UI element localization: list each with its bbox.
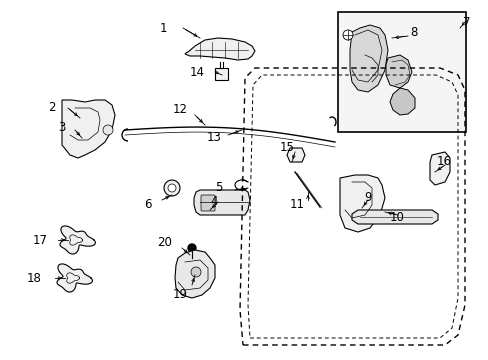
Circle shape bbox=[103, 125, 113, 135]
Polygon shape bbox=[57, 264, 92, 292]
Polygon shape bbox=[429, 152, 449, 185]
Polygon shape bbox=[175, 250, 215, 298]
Polygon shape bbox=[184, 38, 254, 60]
Polygon shape bbox=[351, 210, 437, 224]
Polygon shape bbox=[62, 100, 115, 158]
Circle shape bbox=[187, 244, 196, 252]
Text: 13: 13 bbox=[207, 131, 222, 144]
Polygon shape bbox=[60, 226, 95, 254]
Text: 17: 17 bbox=[33, 234, 48, 247]
Circle shape bbox=[168, 184, 176, 192]
Text: 20: 20 bbox=[157, 235, 172, 248]
Polygon shape bbox=[389, 88, 414, 115]
Text: 19: 19 bbox=[173, 288, 187, 301]
Text: 16: 16 bbox=[436, 156, 451, 168]
Text: 18: 18 bbox=[27, 271, 42, 284]
Circle shape bbox=[163, 180, 180, 196]
Bar bbox=[337, 12, 465, 132]
Polygon shape bbox=[194, 190, 249, 215]
Text: 5: 5 bbox=[214, 181, 222, 194]
Text: 14: 14 bbox=[190, 66, 204, 78]
Text: 2: 2 bbox=[48, 102, 56, 114]
Text: 7: 7 bbox=[463, 15, 470, 28]
Text: 6: 6 bbox=[144, 198, 152, 211]
Text: 4: 4 bbox=[210, 195, 218, 208]
Polygon shape bbox=[286, 148, 305, 162]
Polygon shape bbox=[215, 68, 227, 80]
Polygon shape bbox=[385, 55, 411, 88]
Text: 11: 11 bbox=[289, 198, 305, 211]
Polygon shape bbox=[339, 175, 384, 232]
Polygon shape bbox=[349, 25, 387, 92]
Circle shape bbox=[342, 30, 352, 40]
Text: 12: 12 bbox=[173, 104, 187, 117]
Text: 15: 15 bbox=[280, 141, 294, 154]
Circle shape bbox=[191, 267, 201, 277]
Text: 8: 8 bbox=[410, 26, 417, 39]
Text: 10: 10 bbox=[389, 211, 404, 225]
Text: 9: 9 bbox=[364, 192, 371, 204]
FancyBboxPatch shape bbox=[201, 195, 215, 211]
Text: 1: 1 bbox=[159, 22, 167, 35]
Text: 3: 3 bbox=[59, 121, 66, 135]
